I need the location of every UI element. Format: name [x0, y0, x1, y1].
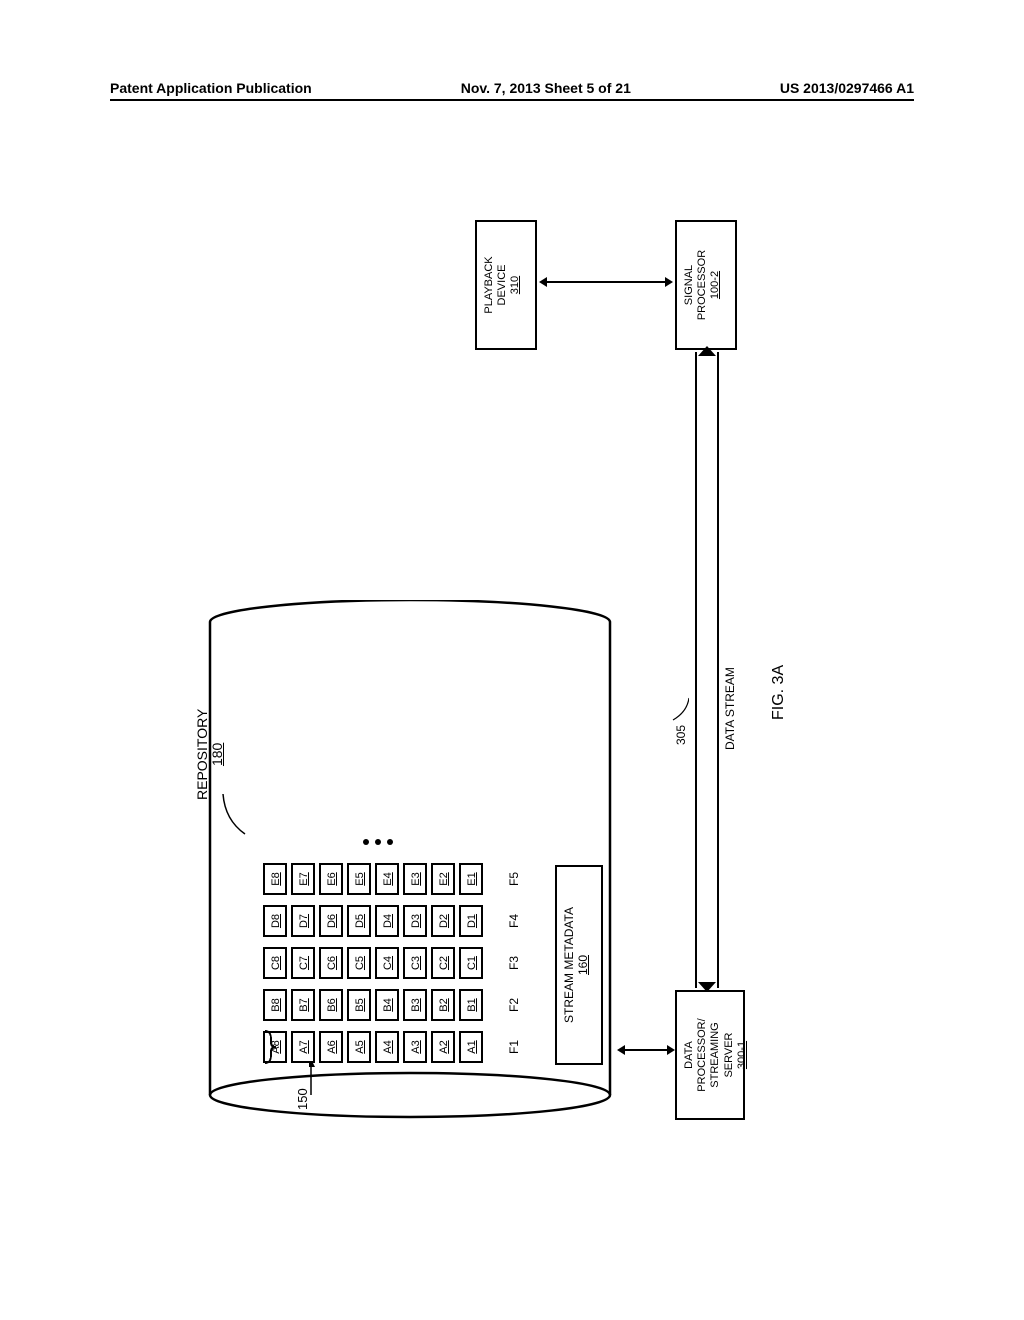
segment-cell: E1	[459, 863, 483, 895]
segment-cell: B1	[459, 989, 483, 1021]
segment-cell: E7	[291, 863, 315, 895]
column-tag: F3	[507, 956, 521, 970]
segment-cell: C2	[431, 947, 455, 979]
grid-ref-arrow-icon	[309, 1063, 321, 1095]
segment-cell: C4	[375, 947, 399, 979]
figure: REPOSITORY 180 150 A8A7A6A5A4A3A2A1F1B8B…	[175, 190, 815, 1150]
segment-cell: B8	[263, 989, 287, 1021]
segment-cell: C1	[459, 947, 483, 979]
segment-cell: B6	[319, 989, 343, 1021]
signal-processor-box: SIGNAL PROCESSOR 100-2	[675, 220, 737, 350]
column-tag: F1	[507, 1040, 521, 1054]
stream-left-arrowhead-icon	[694, 980, 725, 994]
segment-column: A8A7A6A5A4A3A2A1F1	[263, 1029, 521, 1065]
column-brace-icon	[487, 987, 501, 1023]
data-stream-connector	[695, 352, 719, 988]
segment-cell: A1	[459, 1031, 483, 1063]
column-tag: F2	[507, 998, 521, 1012]
segment-cell: A5	[347, 1031, 371, 1063]
segment-column: D8D7D6D5D4D3D2D1 F4	[263, 903, 521, 939]
column-tag: F4	[507, 914, 521, 928]
figure-wrap-rotated: REPOSITORY 180 150 A8A7A6A5A4A3A2A1F1B8B…	[175, 190, 815, 1150]
grid-ref-label: 150	[295, 1088, 310, 1110]
repository-label-leader	[231, 790, 232, 830]
data-stream-label: DATA STREAM	[723, 667, 737, 750]
segment-column: B8B7B6B5B4B3B2B1 F2	[263, 987, 521, 1023]
column-tag: F5	[507, 872, 521, 886]
segment-cell: C5	[347, 947, 371, 979]
segment-cell: D7	[291, 905, 315, 937]
segment-cell: B4	[375, 989, 399, 1021]
segment-cell: E8	[263, 863, 287, 895]
ellipsis-icon	[263, 839, 521, 845]
segment-cell: A4	[375, 1031, 399, 1063]
segment-cell: C6	[319, 947, 343, 979]
segment-cell: A7	[291, 1031, 315, 1063]
segment-cell: D8	[263, 905, 287, 937]
segment-cell: D6	[319, 905, 343, 937]
segment-cell: E6	[319, 863, 343, 895]
segment-cell: D2	[431, 905, 455, 937]
stream-metadata-box: STREAM METADATA 160	[555, 865, 603, 1065]
segment-grid: A8A7A6A5A4A3A2A1F1B8B7B6B5B4B3B2B1F2C8C7…	[263, 839, 521, 1065]
segment-cell: B7	[291, 989, 315, 1021]
segment-cell: D4	[375, 905, 399, 937]
column-brace-icon	[487, 1029, 501, 1065]
repository-cylinder: REPOSITORY 180 150 A8A7A6A5A4A3A2A1F1B8B…	[205, 600, 615, 1120]
segment-cell: E4	[375, 863, 399, 895]
signal-playback-doublearrow-icon	[539, 272, 678, 292]
segment-cell: E2	[431, 863, 455, 895]
header-left: Patent Application Publication	[110, 80, 312, 96]
playback-device-box: PLAYBACK DEVICE 310	[475, 220, 537, 350]
segment-cell: B5	[347, 989, 371, 1021]
segment-cell: B3	[403, 989, 427, 1021]
repo-server-doublearrow-icon	[617, 1040, 680, 1060]
segment-cell: B2	[431, 989, 455, 1021]
segment-cell: C3	[403, 947, 427, 979]
segment-cell: C7	[291, 947, 315, 979]
figure-caption: FIG. 3A	[770, 665, 788, 720]
data-processor-server-box: DATA PROCESSOR/ STREAMING SERVER 300-1	[675, 990, 745, 1120]
segment-cell: A2	[431, 1031, 455, 1063]
segment-cell: A6	[319, 1031, 343, 1063]
data-stream-ref: 305	[671, 694, 689, 745]
segment-cell: D1	[459, 905, 483, 937]
segment-cell: D3	[403, 905, 427, 937]
repository-label: REPOSITORY 180	[195, 709, 226, 800]
segment-cell: E3	[403, 863, 427, 895]
segment-cell: A3	[403, 1031, 427, 1063]
segment-cell: C8	[263, 947, 287, 979]
segment-cell: D5	[347, 905, 371, 937]
data-stream-ref-leader-icon	[671, 694, 689, 722]
segment-cell: E5	[347, 863, 371, 895]
header-right: US 2013/0297466 A1	[780, 80, 914, 96]
header-center: Nov. 7, 2013 Sheet 5 of 21	[461, 80, 631, 96]
column-brace-icon	[487, 861, 501, 897]
segment-column: E8E7E6E5E4E3E2E1 F5	[263, 861, 521, 897]
column-brace-icon	[487, 945, 501, 981]
column-brace-icon	[487, 903, 501, 939]
page-header: Patent Application Publication Nov. 7, 2…	[110, 80, 914, 101]
segment-column: C8C7C6C5C4C3C2C1 F3	[263, 945, 521, 981]
